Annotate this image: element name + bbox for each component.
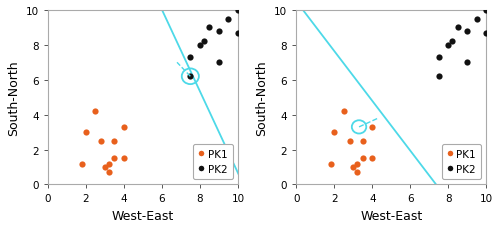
Point xyxy=(326,162,334,166)
Legend: PK1, PK2: PK1, PK2 xyxy=(442,144,482,180)
Point xyxy=(435,56,443,60)
Point xyxy=(454,26,462,30)
Point xyxy=(82,131,90,134)
Point xyxy=(435,75,443,79)
Point xyxy=(215,30,223,34)
Point xyxy=(78,162,86,166)
Point xyxy=(110,157,118,161)
Point xyxy=(186,75,194,79)
Point xyxy=(196,44,204,47)
Point xyxy=(353,171,361,174)
Point xyxy=(100,166,108,169)
Y-axis label: South-North: South-North xyxy=(256,60,268,135)
Point xyxy=(104,171,112,174)
Point xyxy=(215,61,223,65)
Point xyxy=(110,139,118,143)
Point xyxy=(186,56,194,60)
Point xyxy=(120,157,128,161)
Point xyxy=(97,139,105,143)
Point xyxy=(224,18,232,22)
Point xyxy=(359,139,367,143)
Point xyxy=(346,139,354,143)
Point xyxy=(482,9,490,13)
Legend: PK1, PK2: PK1, PK2 xyxy=(194,144,232,180)
Point xyxy=(482,32,490,35)
Point xyxy=(473,18,481,22)
Point xyxy=(234,32,242,35)
Point xyxy=(200,40,207,44)
Point xyxy=(448,40,456,44)
Point xyxy=(359,157,367,161)
Point xyxy=(464,30,471,34)
Point xyxy=(120,125,128,129)
Point xyxy=(368,157,376,161)
Point xyxy=(353,162,361,166)
Point xyxy=(444,44,452,47)
Y-axis label: South-North: South-North xyxy=(7,60,20,135)
X-axis label: West-East: West-East xyxy=(360,209,422,222)
Point xyxy=(330,131,338,134)
Point xyxy=(350,166,358,169)
Point xyxy=(91,110,99,114)
Point xyxy=(340,110,348,114)
X-axis label: West-East: West-East xyxy=(112,209,174,222)
Point xyxy=(464,61,471,65)
Point xyxy=(368,125,376,129)
Point xyxy=(234,9,242,13)
Point xyxy=(104,162,112,166)
Point xyxy=(206,26,214,30)
